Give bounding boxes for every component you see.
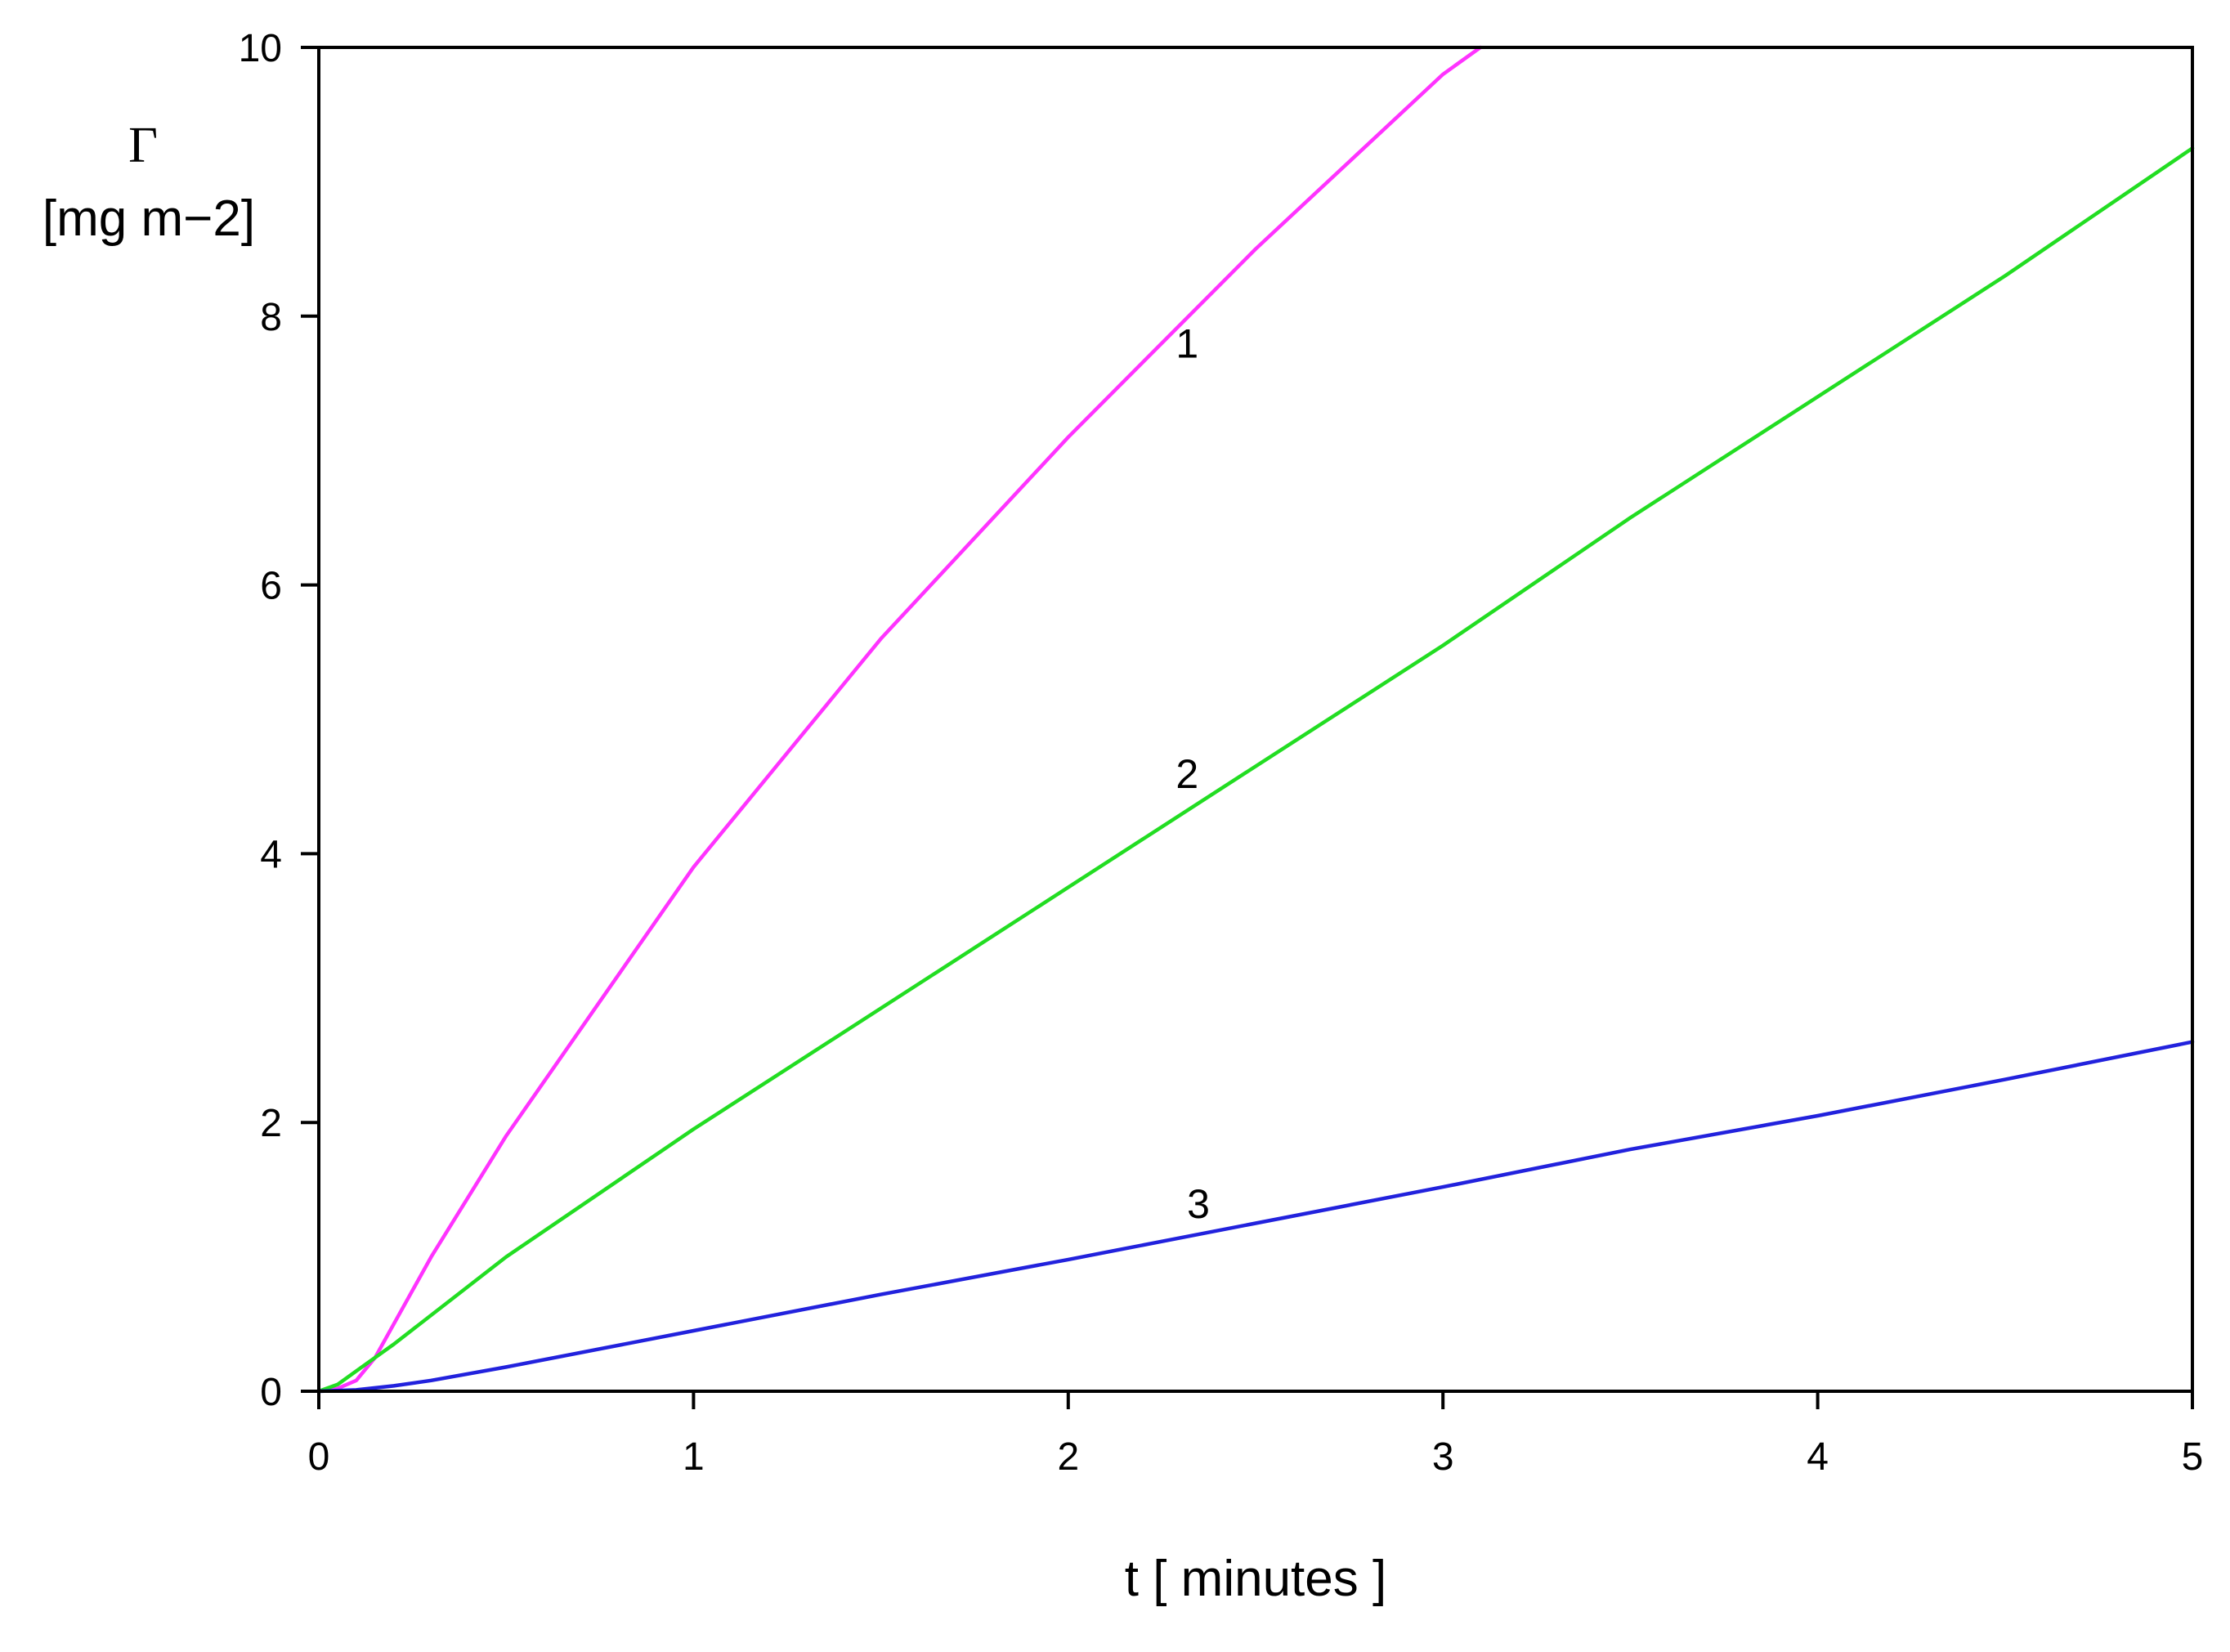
x-tick-label: 5: [2182, 1435, 2204, 1479]
series-line-1: [316, 45, 1483, 1394]
curve-labels: 1 2 3: [1175, 321, 1210, 1227]
y-tick-label: 0: [260, 1371, 282, 1414]
series-line-2: [316, 146, 2195, 1394]
plot-frame: [317, 46, 2194, 1393]
x-tick-label: 1: [683, 1435, 705, 1479]
x-tick-label: 3: [1432, 1435, 1454, 1479]
y-tick-label: 2: [260, 1102, 282, 1145]
series-line-3: [316, 1040, 2195, 1394]
y-axis-label-symbol: Γ: [128, 118, 158, 173]
curve-label-3: 3: [1187, 1181, 1210, 1227]
y-axis: 0 2 4 6 8 10: [239, 27, 319, 1414]
y-tick-label: 10: [239, 27, 282, 70]
curve-label-1: 1: [1175, 321, 1198, 367]
y-axis-label-unit: [mg m−2]: [43, 190, 255, 247]
x-tick-label: 2: [1057, 1435, 1079, 1479]
series-layer: [316, 45, 2195, 1394]
x-axis: 0 1 2 3 4 5: [308, 1391, 2204, 1479]
x-axis-label: t [ minutes ]: [1125, 1551, 1386, 1607]
x-tick-label: 0: [308, 1435, 330, 1479]
y-tick-label: 4: [260, 833, 282, 876]
curve-label-2: 2: [1175, 751, 1198, 797]
y-tick-label: 6: [260, 565, 282, 608]
y-tick-label: 8: [260, 296, 282, 339]
x-tick-label: 4: [1807, 1435, 1829, 1479]
